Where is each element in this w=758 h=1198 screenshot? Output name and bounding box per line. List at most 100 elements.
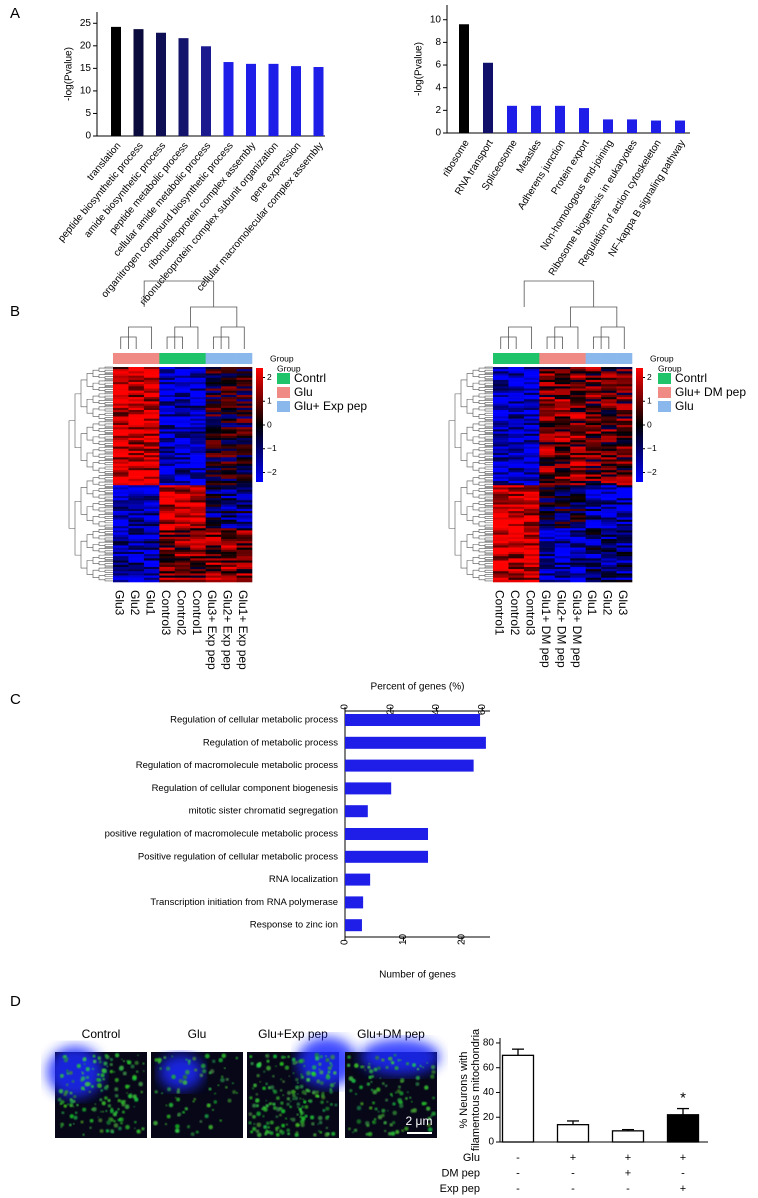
heatmap-cell bbox=[616, 528, 633, 531]
heatmap-cell bbox=[585, 519, 602, 523]
heatmap-cell bbox=[539, 429, 556, 432]
heatmap-cell bbox=[508, 564, 525, 568]
heatmap-cell bbox=[508, 394, 525, 398]
heatmap-cell bbox=[190, 405, 206, 409]
heatmap-cell bbox=[493, 498, 509, 501]
heatmap-cell bbox=[585, 384, 602, 387]
heatmap-cell bbox=[128, 375, 145, 379]
heatmap-cell bbox=[508, 506, 525, 510]
heatmap-cell bbox=[113, 534, 129, 538]
mitochondria bbox=[109, 1109, 114, 1114]
dendrogram bbox=[80, 433, 87, 461]
heatmap-cell bbox=[143, 405, 160, 409]
mitochondria bbox=[397, 1085, 402, 1089]
heatmap-cell bbox=[539, 480, 556, 484]
heatmap-cell bbox=[159, 519, 176, 523]
dendrogram bbox=[92, 369, 99, 377]
heatmap-cell bbox=[174, 543, 191, 546]
heatmap-cell bbox=[128, 571, 145, 574]
heatmap-cell bbox=[236, 388, 253, 391]
heatmap-cell bbox=[143, 414, 160, 417]
heatmap-cell bbox=[190, 474, 206, 477]
heatmap-cell bbox=[143, 470, 160, 473]
heatmap-cell bbox=[174, 429, 191, 432]
colorbar-tick-label: −2 bbox=[267, 467, 277, 477]
heatmap-cell bbox=[236, 502, 253, 505]
heatmap-cell bbox=[174, 534, 191, 538]
mitochondria bbox=[333, 1082, 336, 1084]
heatmap-cell bbox=[113, 532, 129, 535]
heatmap-cell bbox=[493, 446, 509, 449]
heatmap-cell bbox=[554, 573, 571, 576]
heatmap-cell bbox=[205, 536, 222, 540]
heatmap-cell bbox=[508, 569, 525, 572]
dendrogram bbox=[98, 387, 105, 391]
heatmap-cell bbox=[174, 487, 191, 490]
heatmap-cell bbox=[128, 384, 145, 387]
heatmap-cell bbox=[221, 386, 237, 389]
heatmap-cell bbox=[539, 401, 556, 404]
mitochondria bbox=[134, 1097, 139, 1102]
mitochondria bbox=[193, 1097, 196, 1101]
heatmap-cell bbox=[554, 511, 571, 514]
heatmap-cell bbox=[493, 554, 509, 557]
heatmap-cell bbox=[128, 418, 145, 422]
heatmap-cell bbox=[523, 414, 540, 417]
mitochondria bbox=[159, 1067, 162, 1070]
heatmap-cell bbox=[570, 410, 586, 413]
y-tick-label: 4 bbox=[435, 82, 441, 93]
dendrogram bbox=[484, 490, 493, 494]
heatmap-cell bbox=[113, 379, 129, 383]
heatmap-cell bbox=[508, 377, 525, 381]
heatmap-cell bbox=[128, 483, 145, 486]
heatmap-cell bbox=[570, 573, 586, 576]
mitochondria bbox=[275, 1115, 279, 1119]
heatmap-cell bbox=[539, 431, 556, 434]
heatmap-cell bbox=[159, 444, 176, 447]
mitochondria bbox=[114, 1087, 119, 1092]
dendrogram bbox=[484, 408, 493, 412]
heatmap-cell bbox=[205, 534, 222, 538]
y-axis-label: filamentous mitochondria bbox=[470, 1028, 482, 1151]
dendrogram bbox=[484, 506, 493, 509]
heatmap-cell bbox=[539, 448, 556, 452]
mitochondria bbox=[369, 1106, 373, 1110]
heatmap-cell bbox=[128, 472, 145, 475]
heatmap-cell bbox=[493, 526, 509, 529]
heatmap-cell bbox=[236, 500, 253, 503]
mitochondria bbox=[280, 1109, 286, 1114]
heatmap-cell bbox=[236, 427, 253, 430]
column-label: Glu2+ Exp pep bbox=[221, 590, 235, 670]
heatmap-cell bbox=[523, 470, 540, 473]
heatmap-cell bbox=[539, 446, 556, 449]
heatmap-cell bbox=[523, 523, 540, 527]
mitochondria bbox=[319, 1130, 323, 1134]
heatmap-cell bbox=[190, 526, 206, 529]
mitochondria bbox=[253, 1122, 256, 1126]
heatmap-cell bbox=[508, 420, 525, 424]
heatmap-cell bbox=[113, 556, 129, 559]
dendrogram bbox=[98, 467, 105, 473]
heatmap-cell bbox=[159, 382, 176, 385]
heatmap-cell bbox=[508, 526, 525, 529]
heatmap-cell bbox=[236, 517, 253, 520]
heatmap-cell bbox=[143, 558, 160, 561]
mitochondria bbox=[142, 1062, 145, 1065]
dendrogram bbox=[74, 501, 81, 556]
heatmap-cell bbox=[174, 407, 191, 411]
panel-letter: D bbox=[10, 993, 21, 1010]
heatmap-cell bbox=[601, 478, 617, 482]
heatmap-cell bbox=[143, 493, 160, 497]
mitochondria bbox=[409, 1096, 412, 1099]
heatmap-cell bbox=[601, 418, 617, 422]
y-tick-label: 0 bbox=[85, 131, 91, 142]
heatmap-cell bbox=[221, 459, 237, 462]
heatmap bbox=[493, 367, 633, 583]
dendrogram bbox=[104, 531, 113, 534]
heatmap-cell bbox=[143, 394, 160, 398]
heatmap-cell bbox=[128, 536, 145, 540]
mitochondria bbox=[383, 1121, 387, 1125]
heatmap-cell bbox=[221, 394, 237, 398]
heatmap-cell bbox=[159, 523, 176, 527]
heatmap-cell bbox=[190, 506, 206, 510]
